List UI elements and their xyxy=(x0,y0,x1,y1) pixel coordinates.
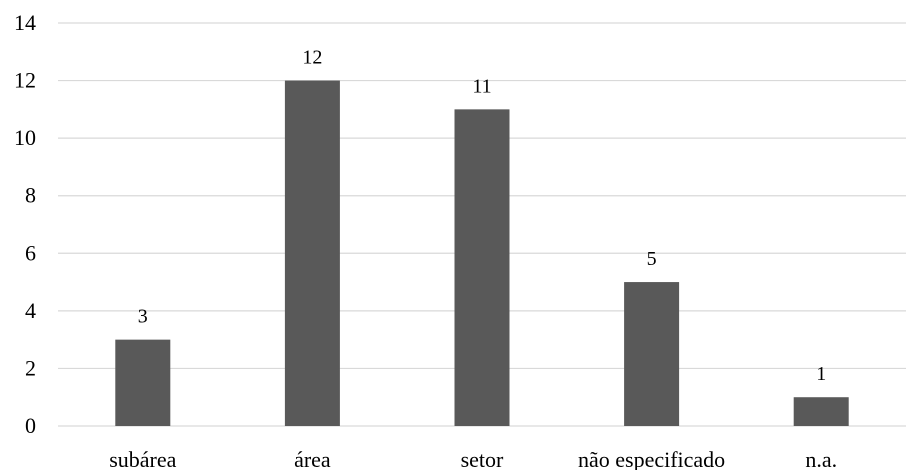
bar-2 xyxy=(454,109,510,426)
data-label-2: 11 xyxy=(472,75,491,97)
y-tick-label-0: 0 xyxy=(25,413,36,438)
y-tick-label-10: 10 xyxy=(14,125,36,150)
x-axis-category-labels: subárea área setor não especificado n.a. xyxy=(109,447,837,470)
x-category-label-0: subárea xyxy=(109,447,176,470)
data-label-3: 5 xyxy=(647,248,657,270)
data-label-1: 12 xyxy=(302,47,322,69)
y-tick-label-12: 12 xyxy=(14,68,36,93)
bar-4 xyxy=(793,397,849,426)
y-tick-label-14: 14 xyxy=(14,10,36,35)
x-category-label-3: não especificado xyxy=(578,447,725,470)
data-label-4: 1 xyxy=(816,363,826,385)
y-axis-tick-labels: 0 2 4 6 8 10 12 14 xyxy=(14,10,36,438)
bar-3 xyxy=(624,282,680,426)
bar-0 xyxy=(115,339,171,426)
bars xyxy=(115,80,849,427)
x-category-label-1: área xyxy=(294,447,331,470)
y-tick-label-8: 8 xyxy=(25,183,36,208)
y-tick-label-6: 6 xyxy=(25,240,36,265)
bar-1 xyxy=(284,80,340,427)
x-category-label-4: n.a. xyxy=(805,447,837,470)
data-label-0: 3 xyxy=(138,306,148,328)
y-tick-label-4: 4 xyxy=(25,298,36,323)
x-category-label-2: setor xyxy=(461,447,504,470)
data-labels: 3 12 11 5 1 xyxy=(138,47,826,386)
y-tick-label-2: 2 xyxy=(25,355,36,380)
